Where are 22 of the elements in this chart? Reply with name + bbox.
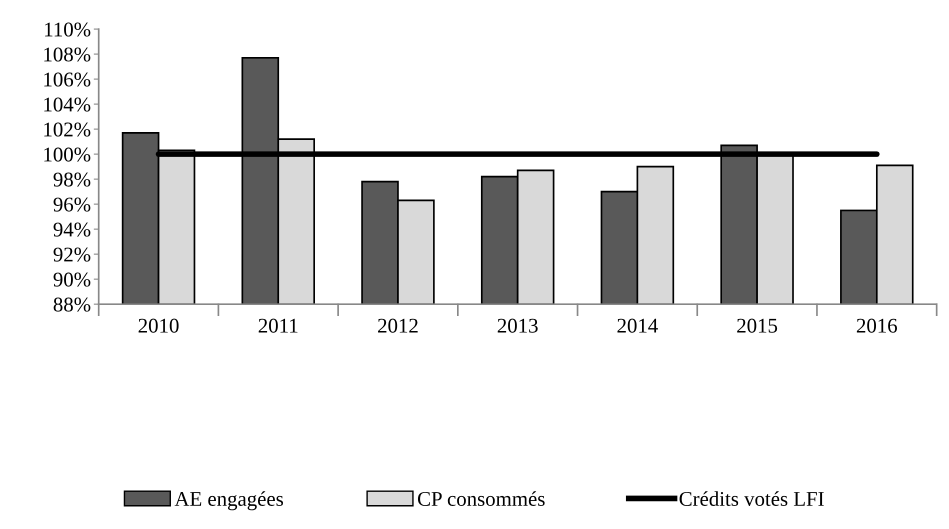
y-tick-label: 94% <box>54 222 90 237</box>
x-tick-label: 2015 <box>737 318 778 333</box>
x-tick-label: 2012 <box>378 318 418 333</box>
y-tick-label: 98% <box>54 172 90 187</box>
legend-label: CP consommés <box>418 491 545 506</box>
y-tick-label: 106% <box>44 72 90 87</box>
x-tick-label: 2011 <box>258 318 298 333</box>
legend-label: AE engagées <box>174 491 284 510</box>
y-tick-label: 104% <box>44 97 90 112</box>
y-tick-label: 100% <box>44 148 90 162</box>
y-tick-label: 88% <box>54 298 90 312</box>
y-tick-label: 90% <box>54 272 90 287</box>
y-tick-label: 110% <box>45 22 90 37</box>
x-tick-label: 2013 <box>498 318 538 333</box>
x-tick-label: 2014 <box>617 318 658 333</box>
x-tick-label: 2016 <box>856 318 898 333</box>
y-tick-label: 102% <box>44 122 90 137</box>
y-tick-label: 96% <box>54 198 90 212</box>
legend-label: Crédits votés LFI <box>680 491 824 506</box>
y-tick-label: 108% <box>44 47 90 62</box>
x-tick-label: 2010 <box>138 318 179 333</box>
y-tick-label: 92% <box>54 248 90 262</box>
